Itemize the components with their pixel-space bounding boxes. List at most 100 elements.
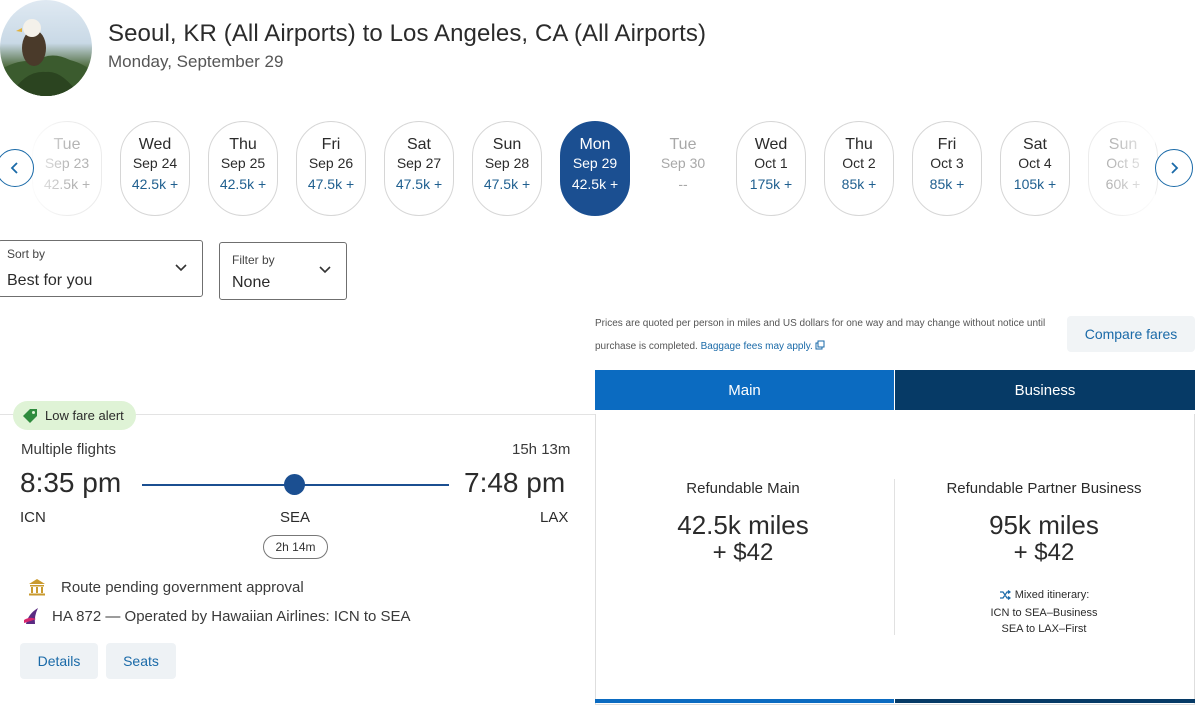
day-of-week: Sat (1022, 136, 1047, 153)
sort-select[interactable]: Sort by Best for you (0, 240, 203, 297)
date-option-oct-4[interactable]: Sat Oct 4 105k + (1000, 121, 1070, 216)
day-of-week: Sun (492, 136, 522, 153)
lowest-price: 47.5k + (395, 176, 443, 192)
day-of-week: Fri (937, 136, 957, 153)
month-day: Sep 23 (44, 155, 90, 171)
lowest-price: 47.5k + (307, 176, 355, 192)
month-day: Oct 3 (930, 155, 964, 171)
fare-main-miles: 42.5k miles (677, 510, 809, 540)
fare-business-option[interactable]: Refundable Partner Business 95k miles + … (899, 480, 1189, 567)
date-option-oct-5[interactable]: Sun Oct 5 60k + (1088, 121, 1158, 216)
day-of-week: Wed (754, 136, 788, 153)
month-day: Sep 30 (660, 155, 706, 171)
mixed-itinerary-heading: Mixed itinerary: (999, 587, 1090, 603)
price-tag-icon (23, 408, 37, 423)
date-option-sep-24[interactable]: Wed Sep 24 42.5k + (120, 121, 190, 216)
filter-select[interactable]: Filter by None (219, 242, 347, 300)
month-day: Sep 27 (396, 155, 442, 171)
government-building-icon (29, 579, 45, 596)
date-option-sep-30[interactable]: Tue Sep 30 -- (648, 121, 718, 216)
seats-button[interactable]: Seats (106, 643, 176, 679)
route-date: Monday, September 29 (108, 52, 284, 71)
flight-duration: 15h 13m (512, 441, 571, 458)
fare-main-name: Refundable Main (686, 480, 800, 497)
mixed-itinerary-info: Mixed itinerary: ICN to SEA–Business SEA… (899, 587, 1189, 637)
details-button[interactable]: Details (20, 643, 98, 679)
compare-fares-button[interactable]: Compare fares (1067, 316, 1195, 352)
date-option-sep-25[interactable]: Thu Sep 25 42.5k + (208, 121, 278, 216)
chevron-right-icon (1171, 162, 1179, 174)
lowest-price: 85k + (929, 176, 965, 192)
lowest-price: -- (678, 176, 688, 192)
fare-main-option[interactable]: Refundable Main 42.5k miles + $42 (598, 480, 888, 567)
day-of-week: Thu (229, 136, 257, 153)
next-dates-button[interactable] (1155, 149, 1193, 187)
baggage-fees-link-text: Baggage fees may apply. (700, 341, 813, 352)
lowest-price: 85k + (841, 176, 877, 192)
tab-business[interactable]: Business (895, 370, 1195, 410)
route-pending-note: Route pending government approval (27, 577, 304, 597)
month-day: Sep 26 (308, 155, 354, 171)
chevron-down-icon (319, 266, 331, 274)
arrival-time: 7:48 pm (464, 467, 566, 498)
month-day: Oct 4 (1018, 155, 1052, 171)
mixed-itinerary-title: Mixed itinerary: (1014, 589, 1090, 601)
hawaiian-airlines-logo-icon (24, 608, 38, 624)
destination-photo (0, 0, 92, 96)
stop-airport: SEA (280, 509, 311, 526)
fare-business-cash: + $42 (1013, 539, 1075, 566)
date-option-sep-27[interactable]: Sat Sep 27 47.5k + (384, 121, 454, 216)
low-fare-alert-text: Low fare alert (45, 408, 124, 423)
month-day: Sep 25 (220, 155, 266, 171)
month-day: Oct 2 (842, 155, 876, 171)
flight-type: Multiple flights (21, 441, 117, 458)
lowest-price: 42.5k + (131, 176, 179, 192)
filter-label: Filter by (232, 253, 275, 267)
departure-time: 8:35 pm (20, 467, 122, 498)
lowest-price: 60k + (1105, 176, 1141, 192)
date-option-sep-26[interactable]: Fri Sep 26 47.5k + (296, 121, 366, 216)
sort-label: Sort by (7, 247, 46, 261)
flight-card (0, 414, 595, 705)
chevron-down-icon (175, 264, 187, 272)
disclaimer-text: Prices are quoted per person in miles an… (595, 318, 1046, 352)
fare-business-name: Refundable Partner Business (946, 480, 1142, 497)
month-day: Oct 1 (754, 155, 788, 171)
month-day: Sep 24 (132, 155, 178, 171)
route-title: Seoul, KR (All Airports) to Los Angeles,… (108, 20, 707, 47)
date-option-sep-29[interactable]: Mon Sep 29 42.5k + (560, 121, 630, 216)
main-fare-accent-bar (595, 699, 894, 703)
date-option-oct-1[interactable]: Wed Oct 1 175k + (736, 121, 806, 216)
filter-value: None (232, 274, 271, 291)
month-day: Sep 29 (572, 155, 618, 171)
sort-value: Best for you (7, 272, 93, 289)
month-day: Sep 28 (484, 155, 530, 171)
tab-main[interactable]: Main (595, 370, 894, 410)
lowest-price: 105k + (1013, 176, 1057, 192)
fare-main-cash: + $42 (712, 539, 774, 566)
date-option-oct-2[interactable]: Thu Oct 2 85k + (824, 121, 894, 216)
date-option-sep-23[interactable]: Tue Sep 23 42.5k + (32, 121, 102, 216)
stop-marker (284, 474, 305, 495)
business-fare-accent-bar (895, 699, 1195, 703)
operated-by-note: HA 872 — Operated by Hawaiian Airlines: … (22, 606, 411, 626)
day-of-week: Mon (579, 136, 611, 153)
fare-divider (894, 479, 895, 635)
previous-dates-button[interactable] (0, 149, 34, 187)
external-link-icon (815, 340, 825, 350)
lowest-price: 42.5k + (219, 176, 267, 192)
baggage-fees-link[interactable]: Baggage fees may apply. (700, 340, 825, 352)
date-option-oct-3[interactable]: Fri Oct 3 85k + (912, 121, 982, 216)
date-option-sep-28[interactable]: Sun Sep 28 47.5k + (472, 121, 542, 216)
mixed-itinerary-line-2: SEA to LAX–First (1001, 623, 1087, 635)
lowest-price: 47.5k + (483, 176, 531, 192)
day-of-week: Tue (669, 136, 697, 153)
price-disclaimer: Prices are quoted per person in miles an… (595, 312, 1055, 358)
layover-duration: 2h 14m (263, 535, 328, 559)
origin-airport: ICN (20, 509, 46, 526)
low-fare-alert-badge: Low fare alert (13, 401, 136, 430)
day-of-week: Sun (1108, 136, 1138, 153)
chevron-left-icon (10, 162, 18, 174)
shuffle-icon (999, 590, 1011, 600)
